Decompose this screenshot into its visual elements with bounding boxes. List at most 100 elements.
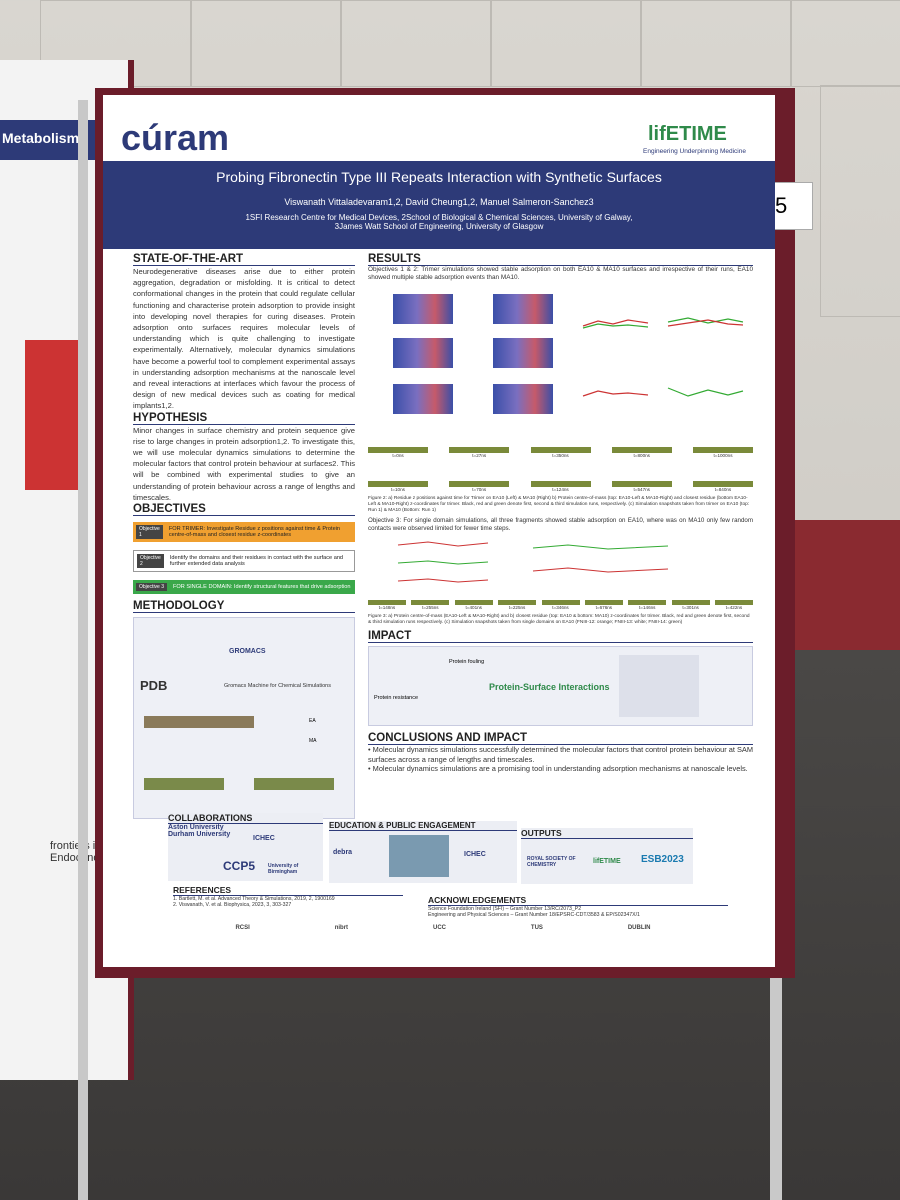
logo: lifETIME xyxy=(593,858,621,865)
logo: ICHEC xyxy=(464,851,486,858)
references: REFERENCES 1. Bartlett, M. et al. Advanc… xyxy=(173,885,403,908)
snapshot-time: t=301ns xyxy=(671,600,710,610)
section-heading: OUTPUTS xyxy=(521,828,693,839)
snapshot-row: t=10ns t=70ns t=124ns t=547ns t=840ns xyxy=(368,458,753,492)
poster-title: Probing Fibronectin Type III Repeats Int… xyxy=(216,169,662,185)
objective-tag: Objective 1 xyxy=(136,525,163,540)
wall-tile xyxy=(190,0,342,87)
logo: nibrt xyxy=(334,925,349,931)
heatmap xyxy=(393,294,453,324)
body-diagram xyxy=(619,655,699,717)
logo: ROYAL SOCIETY OF CHEMISTRY xyxy=(527,856,576,868)
snapshot-time: t=148ns xyxy=(368,600,406,610)
acknowledgements: ACKNOWLEDGEMENTS Science Foundation Irel… xyxy=(428,895,728,918)
label: PDB xyxy=(140,678,168,694)
logo: ICHEC xyxy=(253,835,275,842)
logo: CCP5 xyxy=(223,859,256,873)
section-heading: CONCLUSIONS AND IMPACT xyxy=(368,732,753,745)
snapshot-time: t=124ns xyxy=(530,481,591,492)
figure-caption: Figure 2: a) Residue z positions against… xyxy=(368,496,750,513)
table xyxy=(790,520,900,650)
logo: Aston University xyxy=(168,824,224,831)
acknowledgement: Engineering and Physical Sciences – Gran… xyxy=(428,912,640,918)
section-heading: HYPOTHESIS xyxy=(133,412,355,425)
logo-lifetime: lifETIME xyxy=(648,123,727,145)
wall-tile xyxy=(640,0,792,87)
surface-image xyxy=(144,778,224,791)
reference: 1. Bartlett, M. et al. Advanced Theory &… xyxy=(173,896,335,902)
snapshot-time: t=146ns xyxy=(628,600,667,610)
figure-3ab xyxy=(397,541,669,583)
snapshot-time: t=800ns xyxy=(611,447,672,458)
heatmap xyxy=(393,338,453,368)
logo: DUBLIN xyxy=(627,925,651,931)
figure-caption: Figure 3: a) Protein centre-of-mass (EA1… xyxy=(368,614,750,625)
logo: RCSI xyxy=(235,925,250,931)
snapshot-time: t=27ns xyxy=(449,447,510,458)
logo-tagline: Engineering Underpinning Medicine xyxy=(643,148,746,155)
logo: debra xyxy=(333,849,353,856)
methodology-figure: PDB GROMACS Gromacs Machine for Chemical… xyxy=(133,617,355,820)
wall-tile xyxy=(490,0,642,87)
snapshot-time: t=350ns xyxy=(530,447,591,458)
bullet-text: Molecular dynamics simulations are a pro… xyxy=(372,764,748,773)
objective: Objective 3 FOR SINGLE DOMAIN: Identify s… xyxy=(133,580,355,595)
label: Protein fouling xyxy=(449,659,485,665)
neighbour-figure xyxy=(25,340,85,490)
surface-image xyxy=(144,716,254,729)
objective-text: FOR SINGLE DOMAIN: Identify structural f… xyxy=(173,584,351,591)
label: Protein resistance xyxy=(374,695,419,701)
section-heading: COLLABORATIONS xyxy=(168,813,323,824)
snapshot-time: t=1000ns xyxy=(693,447,753,458)
label: Gromacs Machine for Chemical Simulations xyxy=(224,683,331,690)
paragraph: Objective 3: For single domain simulatio… xyxy=(368,517,753,532)
snapshot-time: t=401ns xyxy=(454,600,493,610)
heatmap xyxy=(493,294,553,324)
surface-image xyxy=(254,778,334,791)
snapshot-time: t=547ns xyxy=(611,481,672,492)
snapshot-time: t=70ns xyxy=(449,481,510,492)
snapshot-time: t=255ns xyxy=(411,600,450,610)
objective-text: Identify the domains and their residues … xyxy=(169,555,344,568)
section-heading: REFERENCES xyxy=(173,885,403,896)
section-heading: STATE-OF-THE-ART xyxy=(133,253,355,266)
snapshot-time: t=225ns xyxy=(498,600,537,610)
heatmap xyxy=(493,384,553,414)
bullet: • Molecular dynamics simulations success… xyxy=(368,745,753,764)
impact-figure: Protein fouling Protein resistance Prote… xyxy=(368,646,753,726)
title-band: Probing Fibronectin Type III Repeats Int… xyxy=(103,161,775,249)
paragraph: Objectives 1 & 2: Trimer simulations sho… xyxy=(368,266,753,281)
wall-tile xyxy=(340,0,492,87)
section-heading: ACKNOWLEDGEMENTS xyxy=(428,895,728,906)
trajectory-plots xyxy=(582,317,744,397)
snapshot-time: t=346ns xyxy=(541,600,580,610)
outputs: OUTPUTS ROYAL SOCIETY OF CHEMISTRY lifET… xyxy=(521,828,693,884)
footer-logos: RCSI nibrt UCC TUS DUBLIN xyxy=(193,925,693,931)
logo-curam: cúram xyxy=(121,117,230,158)
poster: cúram lifETIME Engineering Underpinning … xyxy=(103,95,775,967)
snapshot-time: t=10ns xyxy=(368,481,428,492)
section-heading: IMPACT xyxy=(368,630,753,643)
logo: Durham University xyxy=(168,831,231,838)
logo: UCC xyxy=(432,925,446,931)
figure-2ab xyxy=(368,286,753,426)
snapshot-row: t=0ns t=27ns t=350ns t=800ns t=1000ns xyxy=(368,426,753,458)
bullet-text: Molecular dynamics simulations successfu… xyxy=(368,745,753,764)
snapshot-row: t=148ns t=255ns t=401ns t=225ns t=346ns … xyxy=(368,600,753,610)
collaborations: COLLABORATIONS Aston University Durham U… xyxy=(168,813,323,881)
objective: Objective 1 FOR TRIMER: Investigate Resid… xyxy=(133,522,355,543)
affiliation: 1SFI Research Centre for Medical Devices… xyxy=(245,213,633,222)
objective-text: FOR TRIMER: Investigate Residue z positi… xyxy=(168,526,341,539)
heatmap xyxy=(393,384,453,414)
paragraph: Neurodegenerative diseases arise due to … xyxy=(133,267,355,411)
section-heading: RESULTS xyxy=(368,253,753,266)
bullet: • Molecular dynamics simulations are a p… xyxy=(368,764,748,773)
snapshot-time: t=840ns xyxy=(693,481,753,492)
affiliation: 3James Watt School of Engineering, Unive… xyxy=(334,222,544,231)
photo xyxy=(389,835,449,877)
label: GROMACS xyxy=(229,648,266,656)
section-heading: EDUCATION & PUBLIC ENGAGEMENT xyxy=(329,821,517,831)
education: EDUCATION & PUBLIC ENGAGEMENT debra ICHE… xyxy=(329,821,517,883)
logo: University of Birmingham xyxy=(268,863,299,875)
